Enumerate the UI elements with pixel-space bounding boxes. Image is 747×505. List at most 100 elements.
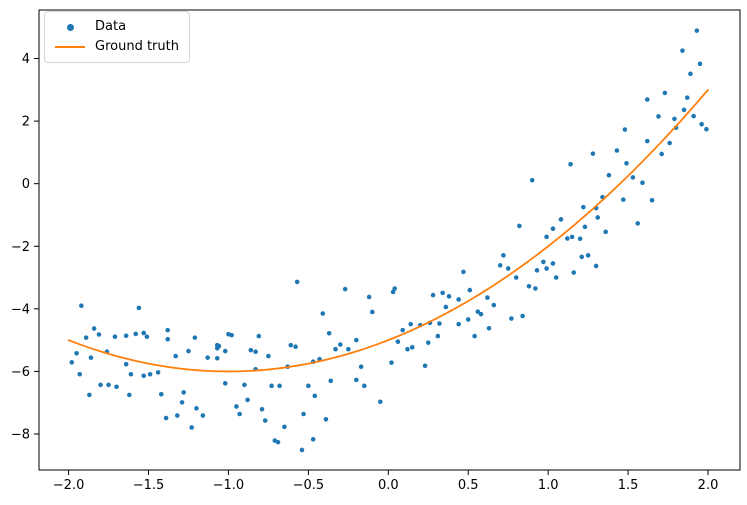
data-point: [662, 90, 668, 96]
data-point: [595, 215, 601, 220]
data-point: [159, 391, 164, 397]
data-point: [590, 151, 596, 156]
data-point: [486, 325, 492, 331]
data-point: [262, 418, 268, 423]
x-tick-label: −2.0: [53, 478, 85, 493]
data-point: [550, 261, 556, 266]
data-point: [624, 161, 629, 166]
data-point: [644, 97, 650, 102]
data-point: [509, 316, 514, 321]
data-point: [362, 383, 367, 389]
data-point: [234, 404, 239, 409]
data-point: [248, 347, 254, 353]
data-point: [550, 226, 556, 232]
data-point: [141, 373, 147, 379]
data-point: [603, 229, 609, 235]
data-point: [694, 28, 700, 33]
data-point: [568, 161, 573, 167]
data-point: [630, 175, 636, 180]
legend-swatch: [53, 23, 87, 31]
data-point: [437, 321, 442, 326]
data-point: [553, 275, 559, 280]
data-point: [323, 417, 329, 422]
data-point: [299, 447, 305, 453]
y-tick-label: −8: [11, 428, 30, 443]
data-point: [83, 335, 89, 340]
data-point: [205, 355, 210, 360]
data-point: [79, 303, 84, 309]
data-point: [346, 346, 351, 352]
data-point: [174, 413, 180, 418]
data-point: [275, 439, 281, 445]
data-point: [529, 177, 535, 183]
data-point: [282, 424, 287, 430]
data-point: [128, 371, 134, 377]
data-point: [301, 411, 306, 417]
legend-label-data: Data: [95, 19, 127, 34]
data-point: [684, 95, 690, 100]
data-point: [333, 346, 338, 352]
y-tick-label: −4: [11, 302, 30, 317]
x-tick-label: −0.5: [293, 478, 325, 493]
data-point: [585, 253, 591, 258]
legend-label-ground-truth: Ground truth: [95, 39, 179, 54]
x-tick-label: 1.5: [618, 478, 639, 493]
data-point: [312, 393, 318, 399]
data-point: [338, 342, 343, 347]
data-point: [461, 269, 466, 275]
y-tick-label: −6: [11, 365, 30, 380]
data-point: [144, 334, 150, 339]
data-point: [667, 140, 672, 146]
data-point: [579, 254, 585, 260]
data-point: [293, 344, 298, 350]
data-point: [425, 340, 431, 345]
data-point: [405, 346, 410, 352]
y-tick-label: 4: [22, 52, 30, 67]
data-point: [165, 336, 170, 342]
data-point: [656, 114, 661, 119]
legend-swatch: [53, 46, 87, 48]
data-point: [688, 71, 693, 77]
data-point: [704, 126, 709, 132]
y-tick-label: −2: [11, 240, 30, 255]
data-point: [141, 330, 147, 336]
data-point: [226, 331, 231, 337]
data-point: [699, 121, 704, 127]
data-point: [478, 311, 484, 317]
data-point: [277, 383, 282, 389]
data-point: [320, 311, 326, 316]
y-tick-label: 2: [22, 115, 30, 130]
data-point: [635, 221, 640, 226]
data-point: [691, 113, 696, 119]
data-point: [136, 305, 142, 311]
data-point: [179, 400, 185, 405]
data-point: [294, 279, 300, 285]
data-point: [558, 217, 564, 222]
data-point: [465, 317, 471, 322]
plot-area: [38, 9, 741, 471]
data-point: [222, 381, 228, 386]
data-point: [544, 266, 549, 271]
data-point: [672, 116, 677, 122]
data-point: [593, 263, 599, 269]
data-point: [649, 197, 655, 203]
data-point: [186, 348, 191, 354]
data-point: [485, 295, 490, 300]
data-point: [253, 349, 258, 355]
data-point: [395, 339, 401, 345]
data-point: [659, 151, 664, 157]
data-point: [310, 437, 316, 442]
x-tick-label: 0.5: [458, 478, 479, 493]
line-marker-icon: [55, 46, 85, 48]
data-point: [497, 263, 503, 268]
data-point: [467, 287, 473, 293]
data-point: [569, 234, 575, 240]
data-point: [606, 172, 612, 178]
data-point: [112, 334, 118, 339]
data-point: [88, 355, 94, 360]
data-point: [326, 330, 332, 336]
data-point: [98, 382, 103, 388]
data-point: [256, 333, 262, 339]
